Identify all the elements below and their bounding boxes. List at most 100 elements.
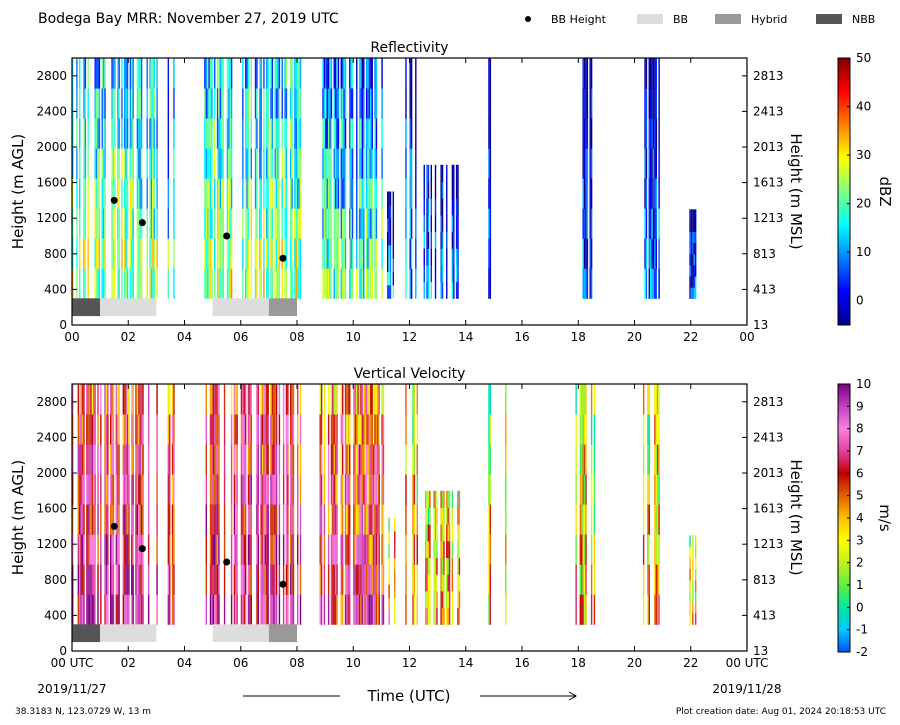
field-cell bbox=[83, 178, 85, 209]
field-cell bbox=[267, 208, 269, 239]
field-cell bbox=[131, 594, 133, 625]
field-cell bbox=[281, 148, 283, 179]
field-cell bbox=[342, 474, 344, 505]
field-cell bbox=[121, 118, 123, 149]
field-cell bbox=[278, 178, 281, 209]
field-cell bbox=[128, 414, 130, 445]
field-cell bbox=[329, 118, 331, 149]
field-cell bbox=[226, 238, 229, 269]
field-cell bbox=[344, 384, 347, 415]
field-cell bbox=[117, 178, 119, 209]
field-cell bbox=[214, 178, 216, 209]
field-cell bbox=[216, 384, 219, 415]
field-cell bbox=[216, 504, 219, 535]
field-cell bbox=[93, 504, 95, 535]
field-cell bbox=[240, 444, 243, 475]
field-cell bbox=[152, 88, 154, 119]
field-cell bbox=[132, 208, 134, 239]
field-cell bbox=[340, 594, 342, 625]
field-cell bbox=[235, 534, 237, 565]
field-cell bbox=[167, 594, 170, 625]
field-cell bbox=[319, 414, 321, 445]
field-cell bbox=[140, 88, 143, 119]
field-cell bbox=[263, 474, 265, 505]
field-cell bbox=[228, 88, 230, 119]
field-cell bbox=[79, 384, 81, 415]
field-cell bbox=[320, 384, 323, 415]
field-cell bbox=[80, 414, 82, 445]
field-cell bbox=[323, 148, 326, 179]
field-cell bbox=[694, 579, 697, 592]
field-cell bbox=[267, 444, 269, 475]
field-cell bbox=[327, 384, 330, 415]
x-tick-label: 02 bbox=[121, 330, 136, 344]
field-cell bbox=[330, 58, 333, 89]
field-cell bbox=[336, 504, 338, 535]
field-cell bbox=[257, 564, 260, 595]
field-cell bbox=[76, 178, 78, 209]
field-cell bbox=[426, 574, 428, 592]
field-cell bbox=[440, 590, 442, 609]
field-cell bbox=[488, 534, 490, 565]
field-cell bbox=[343, 88, 345, 119]
field-cell bbox=[211, 504, 213, 535]
field-cell bbox=[364, 444, 366, 475]
field-cell bbox=[107, 594, 109, 625]
field-cell bbox=[242, 414, 244, 445]
field-cell bbox=[122, 474, 125, 505]
field-cell bbox=[126, 88, 129, 119]
field-cell bbox=[347, 474, 350, 505]
field-cell bbox=[131, 414, 133, 445]
field-cell bbox=[111, 268, 113, 299]
field-cell bbox=[447, 524, 449, 542]
field-cell bbox=[642, 414, 645, 445]
field-cell bbox=[436, 540, 438, 559]
field-cell bbox=[413, 414, 416, 445]
field-cell bbox=[81, 444, 84, 475]
field-cell bbox=[579, 594, 582, 625]
field-cell bbox=[441, 574, 444, 592]
field-cell bbox=[448, 507, 451, 525]
field-cell bbox=[427, 540, 430, 559]
field-cell bbox=[298, 238, 300, 269]
field-cell bbox=[330, 268, 333, 299]
field-cell bbox=[295, 118, 297, 149]
y-tick-label-left: 1200 bbox=[36, 211, 67, 225]
field-cell bbox=[167, 238, 170, 269]
field-cell bbox=[334, 148, 337, 179]
field-cell bbox=[424, 524, 427, 542]
field-cell bbox=[361, 148, 364, 179]
field-cell bbox=[126, 238, 129, 269]
field-cell bbox=[124, 594, 126, 625]
field-cell bbox=[88, 534, 91, 565]
field-cell bbox=[427, 590, 430, 609]
field-cell bbox=[90, 384, 92, 415]
field-cell bbox=[394, 557, 396, 572]
field-cell bbox=[214, 474, 216, 505]
field-cell bbox=[277, 58, 279, 89]
field-cell bbox=[83, 118, 85, 149]
field-cell bbox=[579, 474, 582, 505]
field-cell bbox=[344, 208, 347, 239]
field-cell bbox=[649, 148, 652, 179]
field-cell bbox=[80, 534, 82, 565]
field-cell bbox=[410, 208, 413, 239]
field-cell bbox=[152, 238, 154, 269]
field-cell bbox=[455, 214, 458, 233]
field-cell bbox=[334, 474, 337, 505]
field-cell bbox=[434, 231, 437, 249]
field-cell bbox=[112, 238, 115, 269]
field-cell bbox=[363, 58, 365, 89]
field-cell bbox=[694, 220, 697, 233]
field-cell bbox=[693, 264, 695, 277]
field-cell bbox=[281, 238, 283, 269]
field-cell bbox=[229, 268, 231, 299]
field-cell bbox=[289, 414, 292, 445]
field-cell bbox=[150, 238, 153, 269]
field-cell bbox=[429, 490, 431, 508]
field-cell bbox=[415, 88, 417, 119]
field-cell bbox=[254, 88, 257, 119]
field-cell bbox=[124, 384, 126, 415]
field-cell bbox=[277, 148, 279, 179]
x-tick-label: 00 UTC bbox=[51, 656, 94, 670]
